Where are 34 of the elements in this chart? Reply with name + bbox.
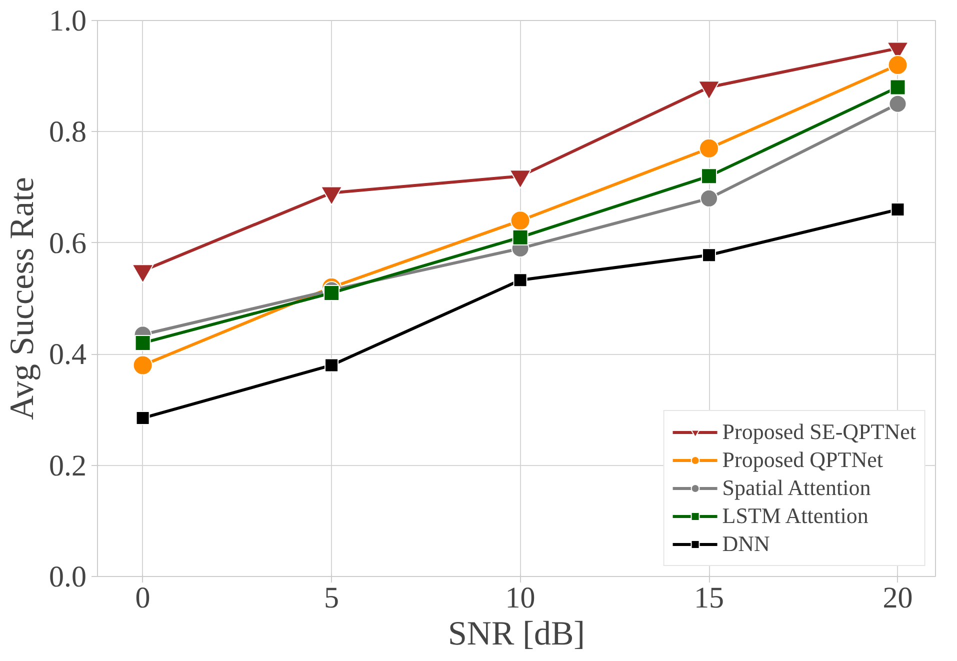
point (699, 138, 720, 158)
point (702, 248, 716, 262)
legend-label: Proposed QPTNet (722, 447, 883, 473)
point (701, 168, 718, 184)
point (888, 94, 907, 113)
legend-label: Proposed SE-QPTNet (722, 419, 916, 445)
legend-label: LSTM Attention (722, 503, 868, 529)
point (512, 229, 528, 246)
y-tick-label: 0.0 (49, 560, 86, 594)
point (510, 210, 530, 231)
point (136, 411, 150, 426)
point (134, 334, 151, 351)
legend-label: DNN (722, 531, 770, 557)
point (700, 189, 718, 208)
point (888, 55, 908, 75)
y-tick-label: 1.0 (49, 4, 86, 38)
y-tick-label: 0.4 (49, 338, 86, 372)
point (324, 358, 339, 372)
point (890, 202, 905, 217)
x-tick-label: 10 (505, 582, 536, 614)
point (513, 273, 528, 288)
y-tick-label: 0.8 (49, 116, 86, 149)
y-tick-label: 0.6 (49, 226, 86, 260)
x-tick-label: 20 (882, 582, 913, 614)
y-axis-title: Avg Success Rate (4, 177, 41, 420)
x-tick-label: 0 (135, 582, 150, 614)
x-axis-title: SNR [dB] (448, 616, 585, 652)
y-tick-label: 0.2 (49, 449, 86, 482)
x-tick-label: 15 (694, 582, 724, 614)
point (890, 79, 906, 96)
point (132, 355, 153, 376)
x-tick-label: 5 (324, 582, 340, 614)
point (324, 284, 340, 301)
legend-label: Spatial Attention (722, 475, 871, 501)
